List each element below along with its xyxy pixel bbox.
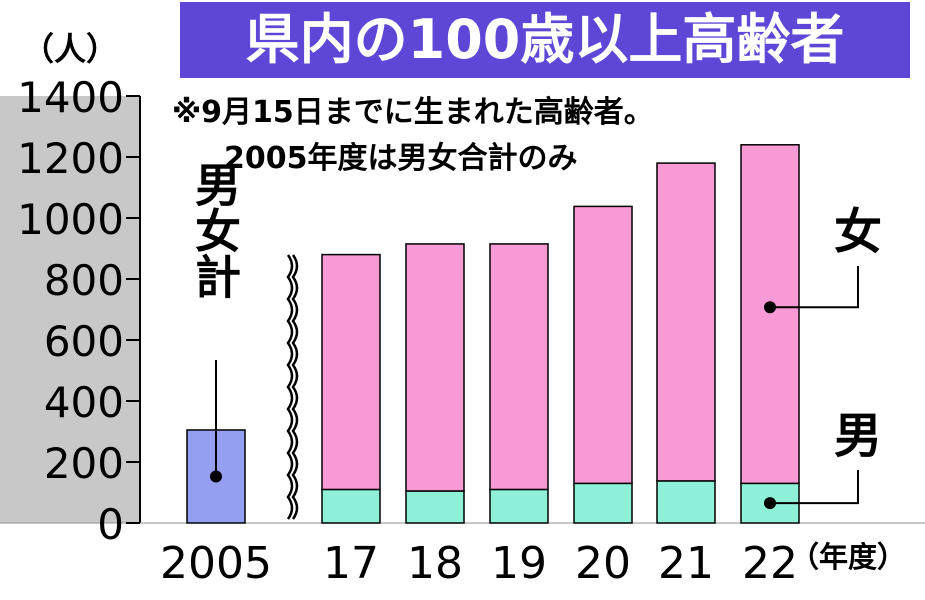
axis-break-line <box>291 254 299 520</box>
axis-break-line <box>286 254 294 520</box>
legend-label-male: 男 <box>834 408 882 464</box>
legend-leader-male <box>770 470 859 505</box>
note-line-1: ※9月15日までに生まれた高齢者。 <box>172 95 654 130</box>
legend-dot-female <box>764 301 776 314</box>
legend-dot-total <box>210 470 222 483</box>
x-axis-label: （年度） <box>790 540 906 574</box>
y-tick-label: 0 <box>97 500 124 549</box>
bar-female-22 <box>740 144 800 485</box>
y-tick-label: 600 <box>44 317 124 366</box>
x-tick-label-17: 17 <box>323 538 379 589</box>
y-tick-label: 400 <box>44 378 124 427</box>
bar-female-20 <box>573 205 633 485</box>
bar-female-18 <box>405 243 465 492</box>
bar-male-21 <box>656 480 716 524</box>
title-box <box>180 2 910 78</box>
y-axis-label: （人） <box>22 30 118 68</box>
y-tick-label: 200 <box>44 439 124 488</box>
x-tick-label-20: 20 <box>575 538 631 589</box>
bar-female-17 <box>321 253 381 491</box>
legend-leader-female <box>770 266 859 309</box>
x-tick-label-19: 19 <box>491 538 547 589</box>
bar-male-20 <box>573 482 633 524</box>
bar-male-18 <box>405 490 465 524</box>
y-tick-label: 1000 <box>17 195 124 244</box>
x-tick-label-21: 21 <box>658 538 714 589</box>
bar-male-17 <box>321 488 381 524</box>
legend-label-total: 男女計 <box>188 161 242 299</box>
legend-dot-male <box>764 497 776 510</box>
y-tick-label: 800 <box>44 256 124 305</box>
x-tick-label-18: 18 <box>407 538 463 589</box>
bar-female-19 <box>489 243 549 491</box>
chart-title: 県内の100歳以上高齢者 <box>246 8 845 71</box>
bar-female-21 <box>656 162 716 482</box>
bar-male-19 <box>489 488 549 524</box>
x-tick-label-2005: 2005 <box>160 538 272 589</box>
x-tick-label-22: 22 <box>742 538 798 589</box>
y-tick-label: 1200 <box>17 134 124 183</box>
y-tick-label: 1400 <box>17 73 124 122</box>
legend-label-female: 女 <box>834 204 882 260</box>
note-line-2: 2005年度は男女合計のみ <box>224 141 578 176</box>
